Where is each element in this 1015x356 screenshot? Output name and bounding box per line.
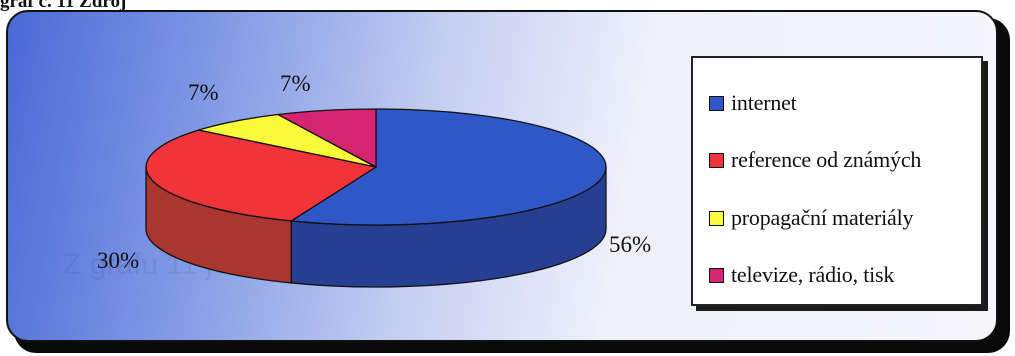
label-reference-od-znamych: 30% xyxy=(97,248,140,273)
pie-slice-propagacni-materialy xyxy=(198,113,377,168)
legend-label-propagacni-materialy: propagační materiály xyxy=(731,205,914,230)
pie-chart xyxy=(145,108,607,288)
page-header-fragment: graf č. 11 Zdroj xyxy=(0,0,127,12)
chart-legend: internet reference od známých propagační… xyxy=(691,56,983,306)
legend-swatch-televize-radio-tisk xyxy=(709,267,724,283)
legend-swatch-reference-od-znamych xyxy=(709,152,724,168)
label-televize-radio-tisk: 7% xyxy=(280,71,311,96)
legend-swatch-propagacni-materialy xyxy=(709,210,724,226)
legend-label-televize-radio-tisk: televize, rádio, tisk xyxy=(731,262,895,287)
pie-slice-televize-radio-tisk xyxy=(277,108,377,168)
chart-frame: Z grafu 11 je zřejmé, že ... 7% 7% 30% 5… xyxy=(6,10,998,342)
legend-item-propagacni-materialy: propagační materiály xyxy=(709,205,914,231)
legend-item-reference-od-znamych: reference od známých xyxy=(709,147,921,173)
pie-slice-internet xyxy=(290,108,607,226)
label-internet: 56% xyxy=(609,232,652,257)
legend-item-internet: internet xyxy=(709,90,797,116)
legend-swatch-internet xyxy=(709,95,724,111)
label-propagacni-materialy: 7% xyxy=(188,80,219,105)
legend-item-televize-radio-tisk: televize, rádio, tisk xyxy=(709,262,894,288)
pie-slice-reference-od-znamych xyxy=(145,129,377,222)
legend-label-reference-od-znamych: reference od známých xyxy=(731,147,922,172)
legend-label-internet: internet xyxy=(731,90,797,115)
